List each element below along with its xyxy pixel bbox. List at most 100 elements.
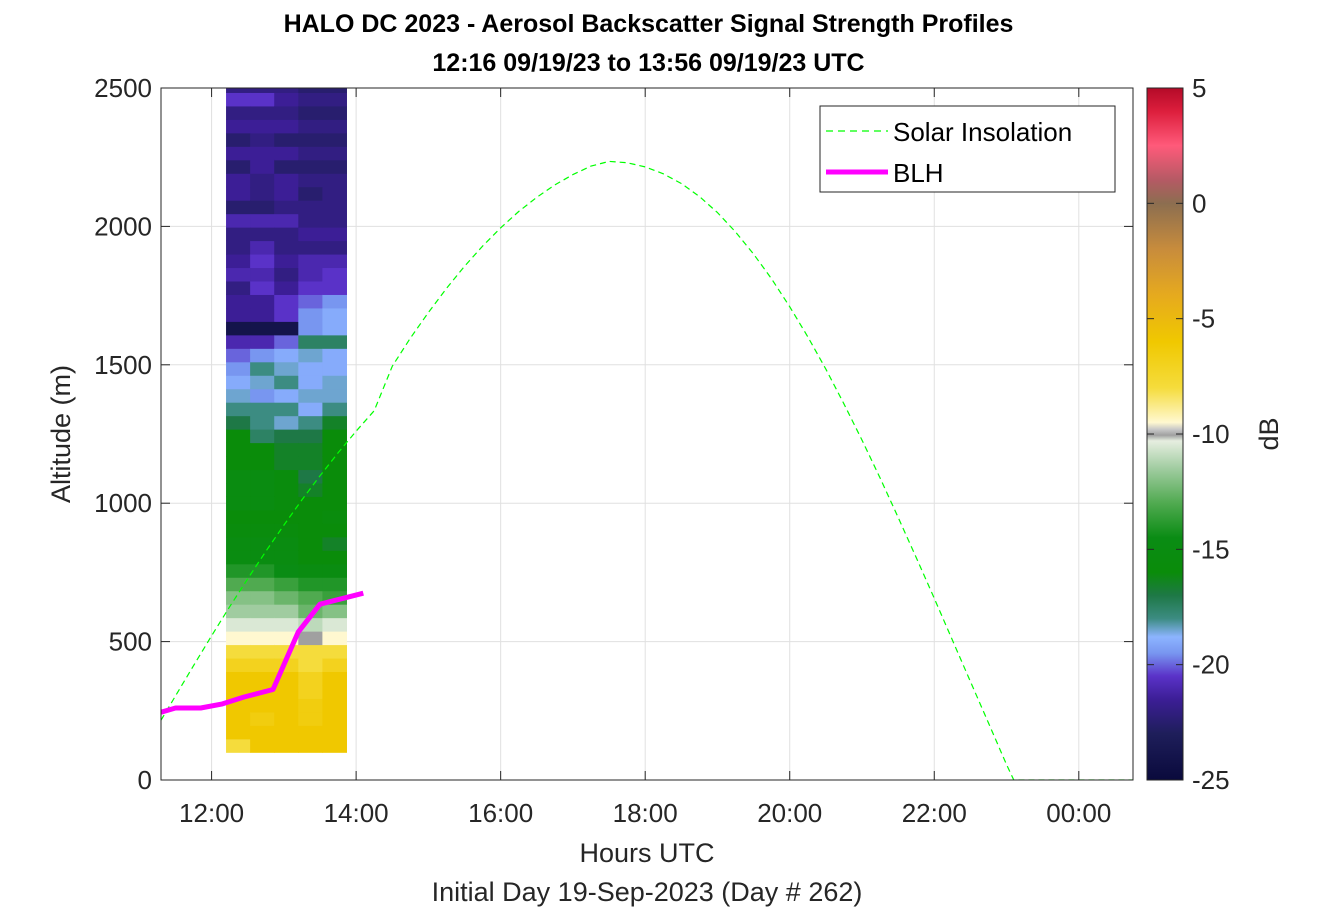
heatmap-cell: [298, 644, 323, 659]
heatmap-cell: [322, 52, 347, 66]
heatmap-cell: [298, 523, 323, 538]
heatmap-cell: [274, 402, 299, 417]
heatmap-cell: [274, 321, 299, 336]
heatmap-cell: [298, 39, 323, 53]
heatmap-cell: [298, 267, 323, 282]
heatmap-cell: [226, 658, 251, 673]
heatmap-cell: [250, 173, 275, 188]
heatmap-cell: [274, 200, 299, 215]
heatmap-cell: [322, 146, 347, 161]
heatmap-cell: [226, 66, 251, 80]
heatmap-cell: [226, 671, 251, 686]
colorbar-axis: 5 0 -5 -10 -15 -20 -25: [1147, 73, 1230, 795]
heatmap-cell: [322, 240, 347, 255]
heatmap-cell: [298, 631, 323, 646]
heatmap-cell: [226, 388, 251, 403]
heatmap-cell: [226, 146, 251, 161]
heatmap-cell: [250, 617, 275, 632]
heatmap-cell: [298, 698, 323, 713]
heatmap-cell: [250, 119, 275, 134]
heatmap-cell: [298, 240, 323, 255]
heatmap-cell: [274, 684, 299, 699]
heatmap-cell: [298, 294, 323, 309]
heatmap-cell: [226, 307, 251, 322]
heatmap-cell: [274, 536, 299, 551]
heatmap-cell: [250, 361, 275, 376]
heatmap-cell: [250, 698, 275, 713]
heatmap-cell: [250, 388, 275, 403]
colorbar-tick-label: -25: [1192, 765, 1230, 795]
heatmap-cell: [226, 294, 251, 309]
heatmap-cell: [250, 267, 275, 282]
heatmap-cell: [226, 213, 251, 228]
heatmap-cell: [298, 429, 323, 444]
heatmap-cell: [226, 186, 251, 201]
heatmap-cell: [274, 281, 299, 295]
heatmap-cell: [274, 496, 299, 511]
heatmap-cell: [298, 738, 323, 753]
heatmap-cell: [274, 254, 299, 269]
heatmap-cell: [322, 698, 347, 713]
heatmap-cell: [226, 496, 251, 511]
heatmap-cell: [298, 536, 323, 551]
heatmap-cell: [298, 146, 323, 161]
heatmap-cell: [274, 12, 299, 26]
heatmap-cell: [322, 119, 347, 134]
heatmap-cell: [274, 469, 299, 484]
heatmap-cell: [274, 361, 299, 376]
y-axis-label: Altitude (m): [46, 365, 76, 503]
heatmap-cell: [274, 92, 299, 107]
heatmap-cell: [250, 334, 275, 349]
heatmap-cell: [250, 294, 275, 309]
heatmap-cell: [322, 66, 347, 80]
heatmap-cell: [322, 348, 347, 363]
heatmap-cell: [322, 604, 347, 619]
heatmap-cell: [274, 388, 299, 403]
heatmap-cell: [226, 105, 251, 120]
heatmap-cell: [226, 577, 251, 592]
heatmap-cell: [226, 348, 251, 363]
heatmap-cell: [274, 738, 299, 753]
heatmap-cell: [226, 738, 251, 753]
heatmap-cell: [274, 146, 299, 161]
heatmap-cell: [226, 442, 251, 457]
colorbar-label: dB: [1254, 417, 1284, 450]
heatmap-cell: [298, 415, 323, 430]
heatmap-cell: [298, 307, 323, 322]
heatmap-cell: [250, 429, 275, 444]
heatmap-cell: [250, 658, 275, 673]
heatmap-cell: [226, 240, 251, 255]
heatmap-cell: [250, 631, 275, 646]
heatmap-cell: [274, 159, 299, 174]
heatmap-cell: [322, 267, 347, 282]
heatmap-cell: [322, 307, 347, 322]
heatmap-cell: [250, 39, 275, 53]
heatmap-cell: [250, 644, 275, 659]
heatmap-cell: [322, 523, 347, 538]
y-tick-label: 1500: [94, 350, 152, 380]
heatmap-cell: [250, 92, 275, 107]
heatmap-cell: [250, 469, 275, 484]
legend-solar-label: Solar Insolation: [893, 117, 1072, 147]
colorbar-tick-label: -20: [1192, 650, 1230, 680]
heatmap-cell: [298, 442, 323, 457]
y-tick-label: 500: [109, 627, 152, 657]
heatmap-cell: [250, 415, 275, 430]
heatmap-cell: [250, 307, 275, 322]
heatmap-cell: [226, 536, 251, 551]
heatmap-cell: [250, 132, 275, 147]
heatmap-cell: [226, 469, 251, 484]
x-axis-label: Hours UTC: [579, 838, 714, 868]
heatmap-cell: [322, 496, 347, 511]
heatmap-cell: [250, 456, 275, 471]
heatmap-cell: [274, 711, 299, 726]
heatmap-cell: [298, 361, 323, 376]
heatmap-cell: [250, 240, 275, 255]
x-tick-label: 18:00: [613, 798, 678, 828]
colorbar-tick-label: 0: [1192, 188, 1206, 218]
heatmap-cell: [274, 550, 299, 565]
heatmap-cell: [322, 671, 347, 686]
heatmap-cell: [298, 496, 323, 511]
heatmap-cell: [250, 66, 275, 80]
